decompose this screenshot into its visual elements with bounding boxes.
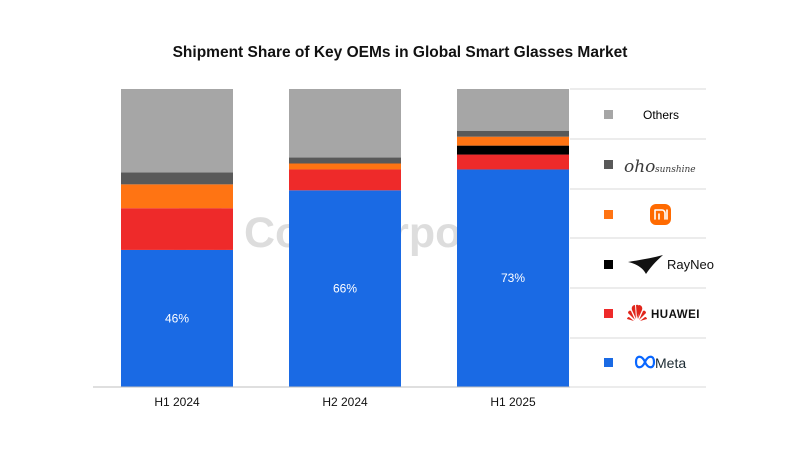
bar-segment-meta-1 — [289, 190, 401, 387]
svg-text:RayNeo: RayNeo — [667, 257, 714, 272]
svg-text:HUAWEI: HUAWEI — [651, 309, 700, 321]
xiaomi-logo-icon — [650, 204, 671, 225]
bar-segment-rayneo-2 — [457, 145, 569, 155]
huawei-logo: HUAWEI — [627, 304, 700, 321]
bar-segment-others-0 — [121, 89, 233, 173]
bar-segment-huawei-1 — [289, 169, 401, 191]
legend-swatch-rayneo — [604, 260, 613, 269]
legend-swatch-huawei — [604, 309, 613, 318]
bars-group — [121, 89, 569, 387]
svg-text:sunshine: sunshine — [655, 165, 696, 175]
bar-segment-oho-sunshine-2 — [457, 130, 569, 137]
data-label-2: 73% — [501, 271, 525, 285]
x-tick-label: H2 2024 — [322, 395, 368, 409]
bar-segment-xiaomi-0 — [121, 184, 233, 209]
legend-swatch-oho — [604, 160, 613, 169]
bar-segment-others-2 — [457, 89, 569, 131]
bar-segment-huawei-2 — [457, 154, 569, 170]
svg-text:Meta: Meta — [655, 355, 686, 371]
bar-labels-group: 46% 66% 73% — [165, 271, 525, 325]
x-tick-labels: H1 2024 H2 2024 H1 2025 — [154, 395, 536, 409]
bar-segment-others-1 — [289, 89, 401, 158]
bar-segment-huawei-0 — [121, 208, 233, 250]
bar-segment-xiaomi-2 — [457, 136, 569, 146]
bar-segment-meta-2 — [457, 169, 569, 387]
rayneo-wing-icon — [628, 255, 663, 274]
data-label-1: 66% — [333, 282, 357, 296]
legend-swatch-meta — [604, 358, 613, 367]
legend-swatch-xiaomi — [604, 210, 613, 219]
x-tick-label: H1 2025 — [490, 395, 536, 409]
bar-segment-meta-0 — [121, 249, 233, 387]
legend: Others oho sunshine RayNeo — [570, 88, 714, 388]
rayneo-logo: RayNeo — [628, 255, 714, 274]
meta-logo: Meta — [634, 355, 686, 371]
chart-title: Shipment Share of Key OEMs in Global Sma… — [172, 44, 628, 61]
bar-segment-oho-sunshine-1 — [289, 157, 401, 164]
bar-segment-xiaomi-1 — [289, 163, 401, 170]
x-tick-label: H1 2024 — [154, 395, 200, 409]
legend-label-others: Others — [643, 108, 679, 122]
meta-infinity-icon — [634, 355, 656, 369]
huawei-petal-icon — [627, 304, 647, 321]
oho-sunshine-logo: oho sunshine — [624, 157, 696, 177]
data-label-0: 46% — [165, 311, 189, 325]
bar-segment-oho-sunshine-0 — [121, 172, 233, 185]
svg-text:oho: oho — [624, 157, 655, 177]
legend-swatch-others — [604, 110, 613, 119]
